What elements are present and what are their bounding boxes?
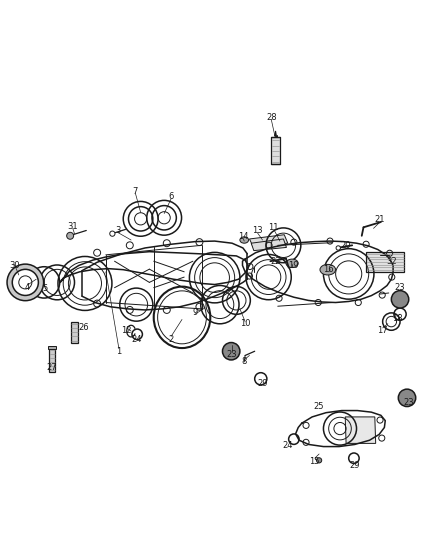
- Circle shape: [67, 232, 74, 239]
- Text: 25: 25: [313, 402, 324, 411]
- Text: 5: 5: [42, 284, 48, 293]
- Circle shape: [223, 343, 240, 360]
- Text: 11: 11: [268, 223, 279, 232]
- Text: 13: 13: [252, 226, 263, 235]
- Circle shape: [12, 269, 39, 295]
- Text: 9: 9: [192, 308, 198, 317]
- Polygon shape: [366, 252, 404, 272]
- Text: 14: 14: [238, 232, 249, 241]
- Text: 17: 17: [377, 326, 388, 335]
- Circle shape: [7, 264, 44, 301]
- Text: 31: 31: [67, 222, 78, 231]
- Text: 26: 26: [78, 324, 88, 333]
- Text: 6: 6: [169, 192, 174, 201]
- Text: 2: 2: [169, 335, 174, 344]
- Text: 10: 10: [240, 319, 251, 328]
- Text: 24: 24: [283, 441, 293, 450]
- Polygon shape: [271, 138, 280, 164]
- Text: 29: 29: [257, 378, 268, 387]
- Circle shape: [336, 246, 340, 250]
- Text: 27: 27: [46, 362, 57, 372]
- Text: 12: 12: [121, 326, 132, 335]
- Text: 3: 3: [115, 226, 121, 235]
- Text: 23: 23: [395, 283, 405, 292]
- Text: 19: 19: [288, 261, 298, 270]
- Text: 22: 22: [270, 257, 281, 266]
- Polygon shape: [275, 131, 276, 136]
- Polygon shape: [251, 239, 286, 251]
- Text: 24: 24: [131, 335, 141, 344]
- Circle shape: [391, 290, 409, 308]
- Ellipse shape: [320, 264, 336, 275]
- Text: 28: 28: [266, 112, 276, 122]
- Text: 7: 7: [133, 187, 138, 196]
- Ellipse shape: [240, 237, 249, 243]
- Polygon shape: [250, 235, 288, 246]
- Text: 1: 1: [116, 347, 121, 356]
- Polygon shape: [49, 348, 55, 373]
- Text: 32: 32: [386, 257, 397, 266]
- Ellipse shape: [286, 259, 298, 268]
- Polygon shape: [345, 417, 376, 443]
- Circle shape: [317, 458, 322, 463]
- Polygon shape: [71, 321, 78, 343]
- Text: 8: 8: [241, 357, 247, 366]
- Text: 23: 23: [403, 398, 414, 407]
- Text: 4: 4: [25, 283, 30, 292]
- Text: 18: 18: [392, 314, 403, 323]
- Text: 15: 15: [310, 457, 320, 466]
- Text: 29: 29: [350, 461, 360, 470]
- Text: 21: 21: [375, 215, 385, 224]
- Text: 16: 16: [323, 265, 334, 274]
- Text: 23: 23: [227, 350, 237, 359]
- Polygon shape: [48, 346, 56, 349]
- Circle shape: [398, 389, 416, 407]
- Text: 30: 30: [9, 261, 20, 270]
- Text: 20: 20: [340, 241, 350, 250]
